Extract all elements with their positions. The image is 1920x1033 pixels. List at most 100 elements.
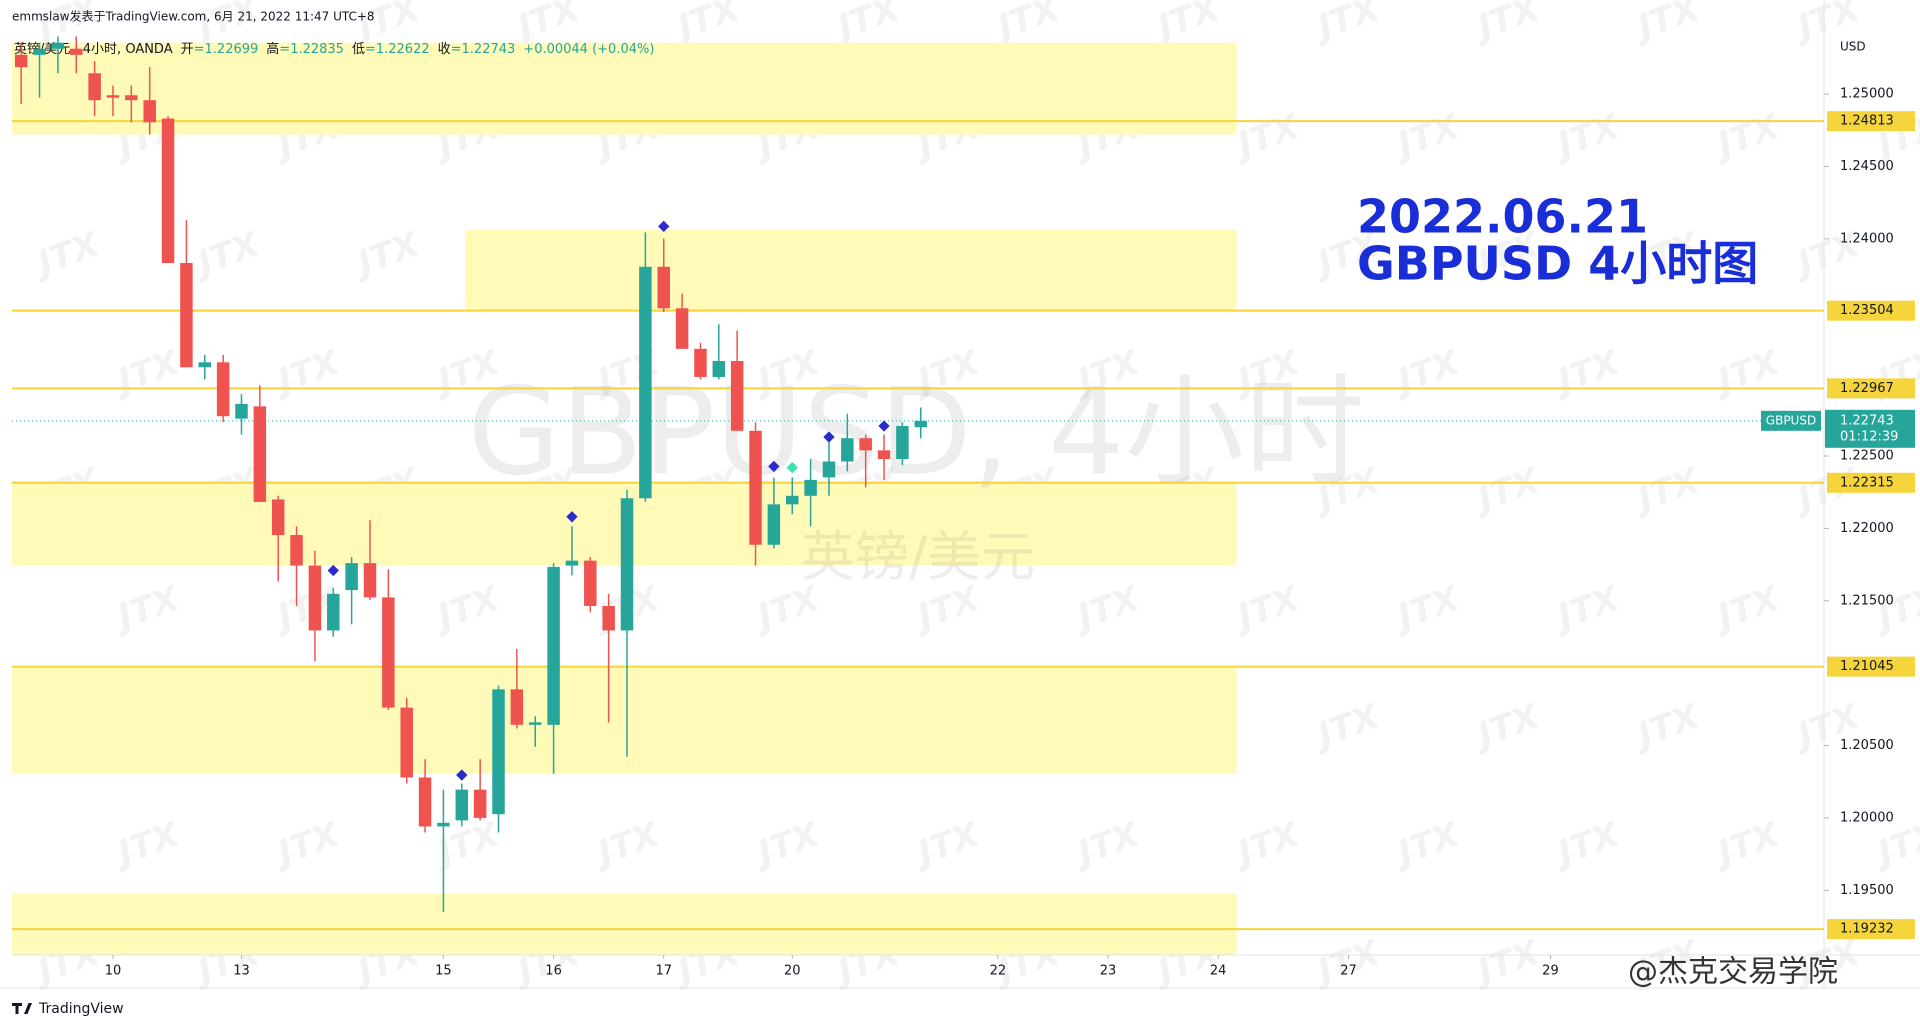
x-tick-label: 22: [990, 964, 1007, 979]
logo-watermark: JTX: [1707, 814, 1786, 875]
logo-watermark: JTX: [1227, 578, 1306, 639]
level-label: 1.22967: [1840, 381, 1894, 396]
x-tick-label: 10: [105, 964, 122, 979]
signal-marker: [456, 769, 468, 781]
logo-watermark: JTX: [267, 342, 346, 403]
candle-body: [914, 420, 927, 428]
logo-watermark: JTX: [107, 578, 186, 639]
candle-body: [528, 722, 542, 725]
candle-body: [657, 266, 670, 309]
y-tick-label: 1.24500: [1840, 159, 1894, 174]
candle-body: [106, 95, 120, 98]
x-tick-label: 29: [1542, 964, 1559, 979]
y-tick-label: 1.20000: [1840, 810, 1894, 825]
candle-body: [639, 266, 652, 499]
candle-body: [308, 565, 322, 631]
zone: [12, 667, 1237, 774]
x-tick-label: 13: [233, 964, 250, 979]
logo-watermark: JTX: [1467, 696, 1546, 757]
signal-marker: [327, 564, 339, 577]
level-label-box: [1827, 111, 1915, 132]
candle-body: [198, 362, 212, 368]
logo-watermark: JTX: [667, 0, 746, 49]
candle-body: [180, 263, 193, 368]
level-label-box: [1827, 472, 1915, 493]
symbol-label: GBPUSD: [1766, 413, 1816, 427]
logo-watermark: JTX: [747, 814, 826, 875]
credit: @杰克交易学院: [1628, 955, 1838, 990]
logo-watermark: JTX: [1547, 342, 1626, 403]
candle-body: [767, 504, 781, 545]
zone: [465, 230, 1237, 311]
logo-watermark: JTX: [1307, 696, 1386, 757]
level-label: 1.22315: [1840, 475, 1894, 490]
candle-body: [290, 535, 303, 566]
logo-watermark: JTX: [1627, 0, 1706, 49]
y-unit: USD: [1840, 40, 1866, 54]
logo-watermark: JTX: [1227, 106, 1306, 167]
level-label: 1.21045: [1840, 659, 1894, 674]
legend-item: 低: [352, 42, 365, 57]
candle-body: [327, 593, 340, 631]
y-tick-label: 1.20500: [1840, 738, 1894, 753]
x-tick-label: 16: [545, 964, 562, 979]
symbol-watermark: GBPUSD, 4小时: [468, 364, 1365, 503]
signal-marker: [823, 431, 835, 443]
zone: [12, 893, 1237, 955]
legend-item: 高: [266, 41, 279, 57]
logo-watermark: JTX: [1387, 814, 1466, 875]
level-label-box: [1827, 378, 1915, 399]
author-line: emmslaw发表于TradingView.com, 6月 21, 2022 1…: [12, 9, 375, 24]
logo-watermark: JTX: [1067, 578, 1146, 639]
legend-item: 收: [438, 42, 451, 57]
candle-body: [216, 362, 230, 417]
zone: [12, 42, 1237, 135]
logo-watermark: JTX: [1387, 578, 1466, 639]
logo-watermark: JTX: [1627, 696, 1706, 757]
logo-watermark: JTX: [187, 224, 266, 285]
level-label-box: [1827, 919, 1915, 940]
candle-body: [14, 54, 28, 68]
logo-watermark: JTX: [1147, 0, 1226, 49]
y-tick-label: 1.19500: [1840, 883, 1894, 898]
logo-watermark: JTX: [987, 0, 1066, 49]
candle-body: [345, 563, 358, 591]
x-tick-label: 17: [655, 964, 672, 979]
signal-marker: [658, 220, 670, 233]
countdown: 01:12:39: [1840, 429, 1898, 444]
y-tick-label: 1.25000: [1840, 87, 1894, 102]
candle-body: [510, 689, 524, 725]
legend-item: +0.00044 (+0.04%): [523, 42, 654, 57]
x-tick-label: 20: [784, 964, 801, 979]
y-tick-label: 1.22000: [1840, 521, 1894, 536]
candle-body: [70, 48, 83, 55]
signal-marker: [566, 511, 578, 523]
candle-body: [418, 777, 432, 827]
candle-body: [602, 605, 615, 631]
candle-body: [822, 461, 836, 478]
legend-item: =1.22835: [279, 42, 344, 57]
candle-body: [271, 499, 285, 536]
logo-watermark: JTX: [1627, 460, 1706, 521]
candle-body: [786, 495, 799, 505]
legend-item: =1.22699: [194, 42, 259, 57]
logo-watermark: JTX: [827, 0, 906, 49]
x-tick-label: 15: [435, 964, 452, 979]
signal-marker: [768, 460, 780, 473]
symbol-box: [1761, 410, 1821, 431]
logo-watermark: JTX: [347, 224, 426, 285]
logo-watermark: JTX: [1467, 460, 1546, 521]
candle-body: [694, 348, 707, 377]
candle-body: [363, 563, 377, 598]
candle-body: [33, 48, 46, 55]
logo-watermark: JTX: [427, 578, 506, 639]
level-label: 1.19232: [1840, 922, 1894, 937]
logo-watermark: JTX: [1467, 0, 1546, 49]
logo-watermark: JTX: [1547, 814, 1626, 875]
level-label: 1.23504: [1840, 303, 1894, 318]
current-price-label: 1.22743: [1840, 413, 1894, 428]
candle-body: [253, 406, 267, 502]
logo-watermark: JTX: [1227, 814, 1306, 875]
